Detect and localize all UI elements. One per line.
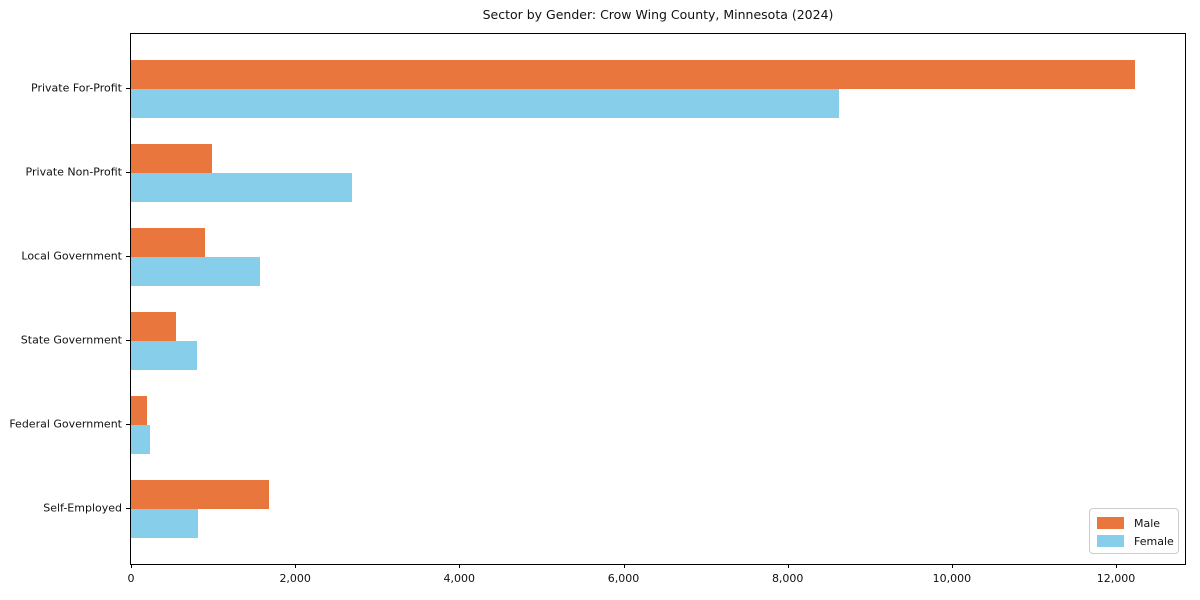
bar-male-private-for-profit — [131, 60, 1135, 89]
bar-female-private-non-profit — [131, 173, 352, 202]
legend-row-male: Male — [1097, 514, 1178, 532]
legend-row-female: Female — [1097, 532, 1178, 550]
legend-label-male: Male — [1134, 516, 1161, 530]
xtick-mark-8-000 — [787, 564, 789, 568]
ytick-label-self-employed: Self-Employed — [43, 501, 122, 515]
bar-female-private-for-profit — [131, 89, 839, 118]
bar-male-local-government — [131, 228, 205, 257]
ytick-mark-state-government — [126, 340, 130, 341]
xtick-label-10-000: 10,000 — [932, 572, 972, 585]
ytick-label-state-government: State Government — [20, 333, 122, 347]
ytick-mark-local-government — [126, 256, 130, 257]
xtick-mark-2-000 — [295, 564, 297, 568]
bar-male-federal-government — [131, 396, 148, 425]
bar-male-state-government — [131, 312, 177, 341]
xtick-mark-6-000 — [623, 564, 625, 568]
xtick-label-8-000: 8,000 — [771, 572, 804, 585]
bar-male-self-employed — [131, 480, 269, 509]
ytick-mark-self-employed — [126, 508, 130, 509]
xtick-label-12-000: 12,000 — [1096, 572, 1136, 585]
xtick-label-0: 0 — [127, 572, 135, 585]
ytick-label-private-for-profit: Private For-Profit — [31, 81, 122, 95]
legend-label-female: Female — [1134, 534, 1174, 548]
xtick-label-2-000: 2,000 — [279, 572, 311, 585]
ytick-mark-private-non-profit — [126, 172, 130, 173]
bar-female-local-government — [131, 257, 260, 286]
ytick-label-federal-government: Federal Government — [9, 417, 122, 431]
xtick-label-6-000: 6,000 — [607, 572, 640, 585]
xtick-mark-4-000 — [459, 564, 461, 568]
xtick-mark-10-000 — [951, 564, 953, 568]
ytick-label-local-government: Local Government — [21, 249, 122, 263]
xtick-mark-12-000 — [1116, 564, 1117, 568]
legend-swatch-male — [1097, 517, 1124, 529]
legend: Male Female — [1089, 508, 1179, 554]
bar-male-private-non-profit — [131, 144, 213, 173]
ytick-label-private-non-profit: Private Non-Profit — [25, 165, 122, 179]
chart-title: Sector by Gender: Crow Wing County, Minn… — [482, 7, 834, 22]
plot-area — [130, 33, 1186, 565]
bar-female-self-employed — [131, 509, 199, 538]
xtick-label-4-000: 4,000 — [443, 572, 476, 585]
bar-female-state-government — [131, 341, 197, 370]
ytick-mark-private-for-profit — [126, 88, 130, 89]
ytick-mark-federal-government — [126, 424, 130, 425]
xtick-mark-0 — [131, 564, 132, 568]
bar-female-federal-government — [131, 425, 150, 454]
legend-swatch-female — [1097, 535, 1124, 547]
